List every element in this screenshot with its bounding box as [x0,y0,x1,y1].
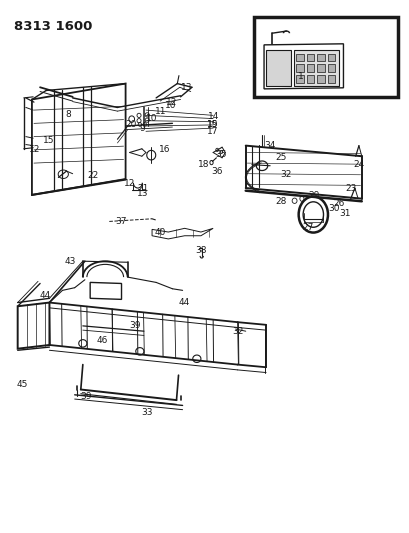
Text: 44: 44 [40,291,51,300]
Bar [293,50,339,86]
Text: 29: 29 [308,191,319,200]
Bar [295,54,303,61]
Text: 26: 26 [333,199,344,208]
Bar [306,64,313,72]
Text: 25: 25 [274,153,286,162]
Text: 14: 14 [207,112,218,122]
Text: 1: 1 [297,72,303,81]
Text: 46: 46 [97,336,108,345]
Text: 30: 30 [327,204,339,213]
Text: 13: 13 [180,83,192,92]
Text: 35: 35 [215,150,227,159]
Bar [306,54,313,61]
Bar [317,75,324,83]
Text: 10: 10 [164,101,176,110]
Text: 23: 23 [344,184,355,193]
Bar [295,64,303,72]
Text: 9: 9 [139,124,144,133]
Text: 39: 39 [80,392,92,401]
Text: 15: 15 [207,120,218,129]
Text: 13: 13 [137,189,148,198]
Text: 11: 11 [155,107,166,116]
Bar [327,64,335,72]
Text: 8: 8 [65,110,71,119]
Bar [317,54,324,61]
Text: 34: 34 [263,141,275,150]
Text: 16: 16 [158,146,170,155]
Text: 10: 10 [145,114,157,123]
Text: 12: 12 [166,98,177,107]
Text: 22: 22 [87,171,99,180]
Text: 32: 32 [232,327,243,336]
Text: 20: 20 [125,120,136,129]
Text: 19: 19 [207,120,218,129]
Text: 38: 38 [195,246,206,255]
Text: 12: 12 [124,179,135,188]
Text: 37: 37 [115,217,127,227]
Text: 31: 31 [339,209,350,218]
Bar [317,64,324,72]
Bar [327,75,335,83]
Text: 28: 28 [274,197,286,206]
Text: 36: 36 [211,166,222,175]
Text: 21: 21 [137,183,148,192]
Bar [306,75,313,83]
Text: 32: 32 [279,169,291,179]
Text: 40: 40 [154,228,166,237]
Text: 39: 39 [129,321,140,330]
Bar [295,75,303,83]
Text: 18: 18 [198,160,209,169]
Bar [253,17,398,97]
Text: 12: 12 [29,146,40,155]
Text: 27: 27 [301,223,312,232]
Text: 43: 43 [64,257,75,265]
Text: 15: 15 [43,136,55,146]
Text: 17: 17 [207,127,218,136]
Text: 33: 33 [141,408,153,417]
Bar [327,54,335,61]
Text: 44: 44 [179,298,190,307]
Text: 8313 1600: 8313 1600 [13,20,92,33]
Text: 45: 45 [17,379,28,389]
Bar [265,50,291,86]
Text: 24: 24 [353,160,364,169]
